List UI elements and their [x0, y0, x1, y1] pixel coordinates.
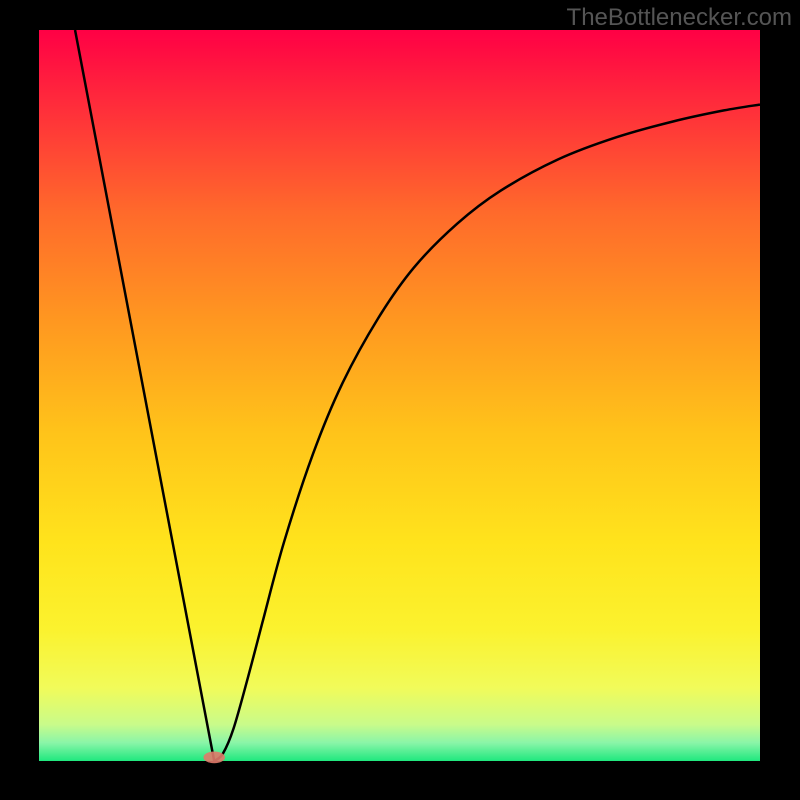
chart-container: TheBottlenecker.com [0, 0, 800, 800]
optimal-point-marker [203, 751, 225, 763]
chart-svg [0, 0, 800, 800]
watermark-text: TheBottlenecker.com [567, 4, 792, 32]
plot-area [39, 30, 760, 761]
